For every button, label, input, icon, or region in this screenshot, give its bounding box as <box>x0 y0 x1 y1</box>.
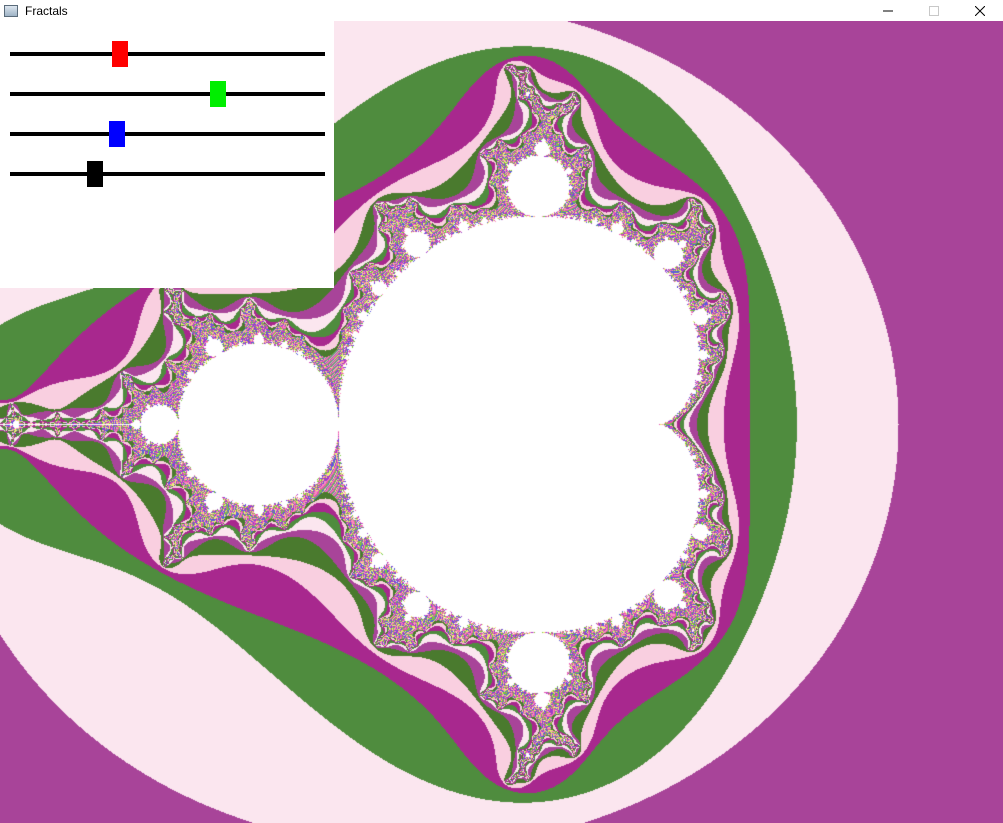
green-slider[interactable] <box>10 79 325 109</box>
blue-slider[interactable] <box>10 119 325 149</box>
slider-track <box>10 52 325 56</box>
red-slider[interactable] <box>10 39 325 69</box>
maximize-button[interactable] <box>911 0 957 21</box>
red-slider-thumb[interactable] <box>112 41 129 67</box>
black-slider[interactable] <box>10 159 325 189</box>
black-slider-thumb[interactable] <box>87 161 104 187</box>
window-title: Fractals <box>25 3 68 18</box>
minimize-button[interactable] <box>865 0 911 21</box>
slider-track <box>10 172 325 176</box>
minimize-icon <box>883 10 893 11</box>
color-control-panel <box>0 21 334 288</box>
slider-track <box>10 132 325 136</box>
green-slider-thumb[interactable] <box>209 81 226 107</box>
window-controls <box>865 0 1003 21</box>
maximize-icon <box>929 5 939 16</box>
app-window-icon <box>4 4 18 17</box>
close-button[interactable] <box>957 0 1003 21</box>
close-icon <box>975 5 985 16</box>
slider-track <box>10 92 325 96</box>
blue-slider-thumb[interactable] <box>109 121 126 147</box>
title-bar[interactable]: Fractals <box>0 0 1003 21</box>
